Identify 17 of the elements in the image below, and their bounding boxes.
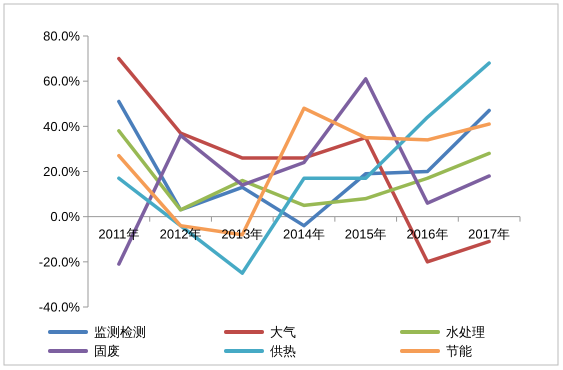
legend-label: 大气 <box>270 324 296 340</box>
y-tick-label: 40.0% <box>43 118 80 134</box>
legend-label: 节能 <box>446 344 472 359</box>
y-tick-label: -40.0% <box>38 300 80 315</box>
legend-label: 供热 <box>270 344 296 359</box>
x-tick-label: 2017年 <box>468 226 510 242</box>
y-tick-label: 0.0% <box>50 209 80 224</box>
legend-label: 监测检测 <box>94 324 146 340</box>
y-tick-label: 60.0% <box>43 74 80 89</box>
x-tick-label: 2015年 <box>344 226 387 242</box>
line-series <box>117 129 491 212</box>
x-tick-label: 2014年 <box>283 226 325 242</box>
legend-label: 固废 <box>94 344 120 359</box>
y-tick-label: -20.0% <box>38 254 80 270</box>
y-tick-label: 80.0% <box>43 28 80 44</box>
y-tick-label: 20.0% <box>43 164 80 180</box>
legend-label: 水处理 <box>446 324 485 340</box>
